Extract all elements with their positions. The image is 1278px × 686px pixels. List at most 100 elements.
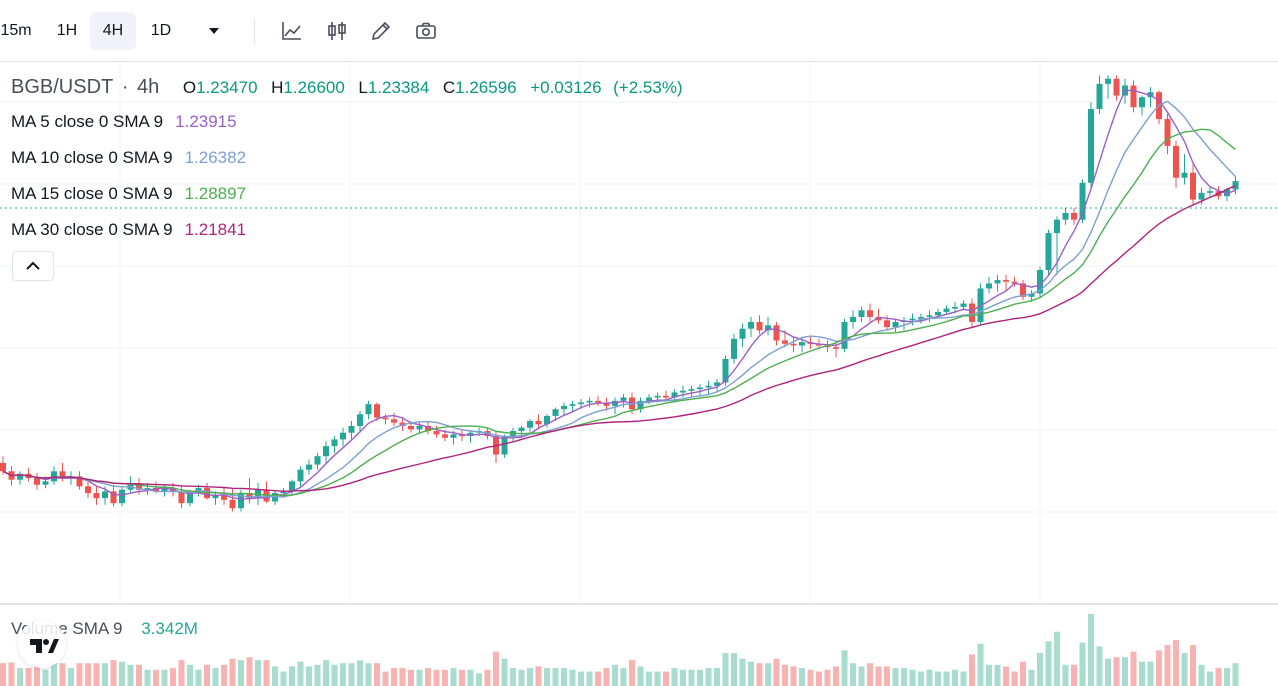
candle-body	[765, 325, 771, 331]
volume-bar	[382, 671, 389, 686]
volume-bar	[442, 669, 448, 686]
candle-body	[17, 473, 23, 480]
volume-bar	[1164, 645, 1171, 686]
candle-body	[935, 311, 941, 316]
candle-body	[467, 432, 474, 437]
indicators-chart-icon[interactable]	[278, 17, 306, 45]
volume-bar	[144, 669, 151, 686]
candle-body	[1105, 78, 1111, 84]
volume-bar	[357, 660, 363, 686]
candle-body	[110, 491, 117, 504]
candle-body	[569, 404, 576, 406]
price-chart[interactable]	[0, 62, 1278, 686]
timeframe-1d[interactable]: 1D	[150, 22, 172, 39]
volume-bar	[1147, 661, 1154, 686]
candle-body	[314, 456, 321, 465]
volume-bar	[416, 669, 423, 686]
volume-bar	[297, 661, 304, 686]
candle-body	[1232, 181, 1239, 190]
candle-body	[34, 478, 40, 485]
candle-body	[1130, 85, 1137, 108]
candle-body	[909, 318, 916, 321]
candle-body	[331, 439, 338, 447]
candle-body	[654, 395, 661, 398]
candle-body	[824, 345, 831, 348]
candle-body	[697, 387, 703, 390]
candle-body	[1224, 189, 1230, 197]
ma10-label: MA 10 close 0 SMA 9	[11, 148, 173, 167]
volume-bar	[858, 666, 865, 686]
candle-body	[603, 402, 610, 406]
volume-bar	[314, 664, 321, 686]
candle-body	[748, 322, 754, 329]
ma15-value: 1.28897	[184, 184, 247, 203]
volume-bar	[807, 669, 814, 686]
volume-bar	[960, 671, 967, 686]
pencil-draw-icon[interactable]	[367, 17, 395, 45]
volume-bar	[204, 664, 210, 686]
ma10-value: 1.26382	[184, 148, 247, 167]
volume-bar	[408, 669, 414, 686]
camera-snapshot-icon[interactable]	[412, 17, 440, 45]
volume-bar	[816, 671, 822, 686]
symbol-name[interactable]: BGB/USDT	[11, 76, 114, 98]
volume-bar	[518, 669, 525, 686]
volume-bar	[1181, 653, 1188, 686]
tradingview-logo-icon[interactable]	[18, 620, 66, 668]
volume-bar	[918, 671, 924, 686]
volume-bar	[969, 654, 975, 686]
volume-bar	[17, 668, 23, 686]
candle-body	[731, 338, 737, 359]
volume-bar	[391, 668, 397, 686]
candles-type-icon[interactable]	[323, 17, 351, 45]
volume-bar	[1232, 663, 1239, 686]
candle-body	[1045, 233, 1052, 270]
timeframe-15m[interactable]: 15m	[0, 22, 32, 39]
volume-bar	[994, 664, 1001, 686]
candle-body	[892, 322, 899, 328]
volume-bar	[289, 666, 295, 686]
ohlc-open-label: O	[182, 78, 197, 97]
ma10-legend[interactable]: MA 10 close 0 SMA 9 1.26382	[11, 148, 246, 168]
volume-bar	[790, 666, 797, 686]
candle-body	[408, 426, 414, 430]
candle-body	[187, 493, 193, 504]
candle-body	[663, 395, 669, 398]
ma30-label: MA 30 close 0 SMA 9	[11, 220, 173, 239]
volume-bar	[1020, 661, 1026, 686]
volume-bar	[1113, 657, 1120, 686]
volume-bar	[1122, 657, 1128, 686]
timeframe-4h[interactable]: 4H	[90, 12, 136, 50]
legend-collapse-button[interactable]	[12, 251, 54, 281]
candle-body	[739, 328, 746, 339]
candle-body	[1054, 219, 1060, 234]
candle-body	[782, 340, 788, 344]
candle-body	[926, 315, 933, 317]
volume-bar	[748, 661, 754, 686]
ma5-label: MA 5 close 0 SMA 9	[11, 112, 164, 131]
candle-body	[136, 483, 142, 490]
candle-body	[238, 493, 244, 509]
candle-body	[578, 402, 584, 405]
candle-body	[918, 316, 924, 319]
volume-bar	[884, 666, 890, 686]
ma5-legend[interactable]: MA 5 close 0 SMA 9 1.23915	[11, 112, 237, 132]
candle-body	[212, 494, 219, 499]
volume-bar	[1224, 668, 1230, 686]
candle-body	[714, 382, 720, 386]
volume-bar	[697, 669, 703, 686]
volume-bar	[246, 657, 253, 686]
timeframe-dropdown-chevron-icon[interactable]	[200, 17, 228, 45]
volume-bar	[578, 671, 584, 686]
ma15-legend[interactable]: MA 15 close 0 SMA 9 1.28897	[11, 184, 246, 204]
timeframe-1h[interactable]: 1H	[56, 22, 78, 39]
ohlc-close-label: C	[442, 78, 456, 97]
volume-bar	[127, 664, 134, 686]
volume-bar	[272, 666, 278, 686]
ma30-legend[interactable]: MA 30 close 0 SMA 9 1.21841	[11, 220, 246, 240]
volume-bar	[901, 668, 907, 686]
candle-body	[986, 283, 992, 289]
candle-body	[595, 400, 601, 403]
volume-bar	[977, 643, 984, 686]
volume-bar	[425, 668, 431, 686]
